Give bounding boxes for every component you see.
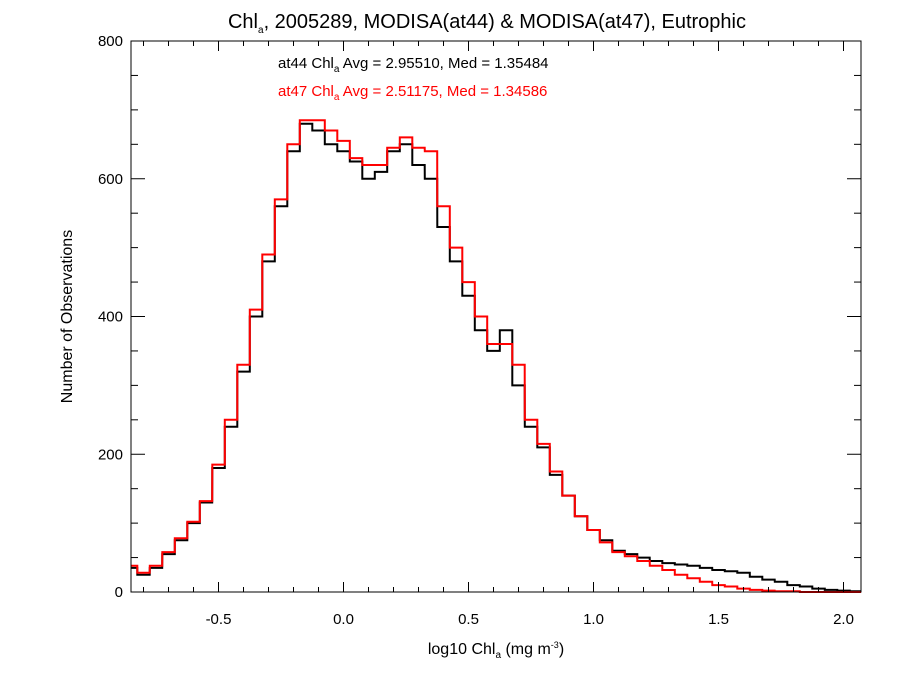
chart-title: Chla, 2005289, MODISA(at44) & MODISA(at4… [228, 11, 746, 36]
ticks-layer: -0.5 0.0 0.5 1.0 1.5 2.0 0 200 400 600 800 [98, 33, 861, 628]
y-tick-label: 0 [115, 584, 123, 601]
y-tick-label: 200 [98, 446, 123, 463]
y-tick-label: 400 [98, 309, 123, 326]
y-tick-label: 800 [98, 33, 123, 50]
x-tick-label: 2.0 [833, 611, 854, 628]
series-layer [131, 119, 861, 593]
plot-frame [130, 40, 862, 593]
x-tick-label: 0.0 [333, 611, 354, 628]
annotation-at47: at47 Chla Avg = 2.51175, Med = 1.34586 [278, 83, 547, 103]
y-axis-label: Number of Observations [59, 230, 76, 403]
annotation-at44: at44 Chla Avg = 2.95510, Med = 1.35484 [278, 55, 549, 75]
x-tick-label: -0.5 [206, 611, 232, 628]
annotations: at44 Chla Avg = 2.95510, Med = 1.35484 a… [278, 55, 549, 103]
y-tick-label: 600 [98, 171, 123, 188]
x-axis-label: log10 Chla (mg m-3) [428, 640, 564, 661]
series-at47 [131, 119, 861, 593]
x-tick-label: 1.0 [583, 611, 604, 628]
x-tick-label: 0.5 [458, 611, 479, 628]
x-tick-label: 1.5 [708, 611, 729, 628]
